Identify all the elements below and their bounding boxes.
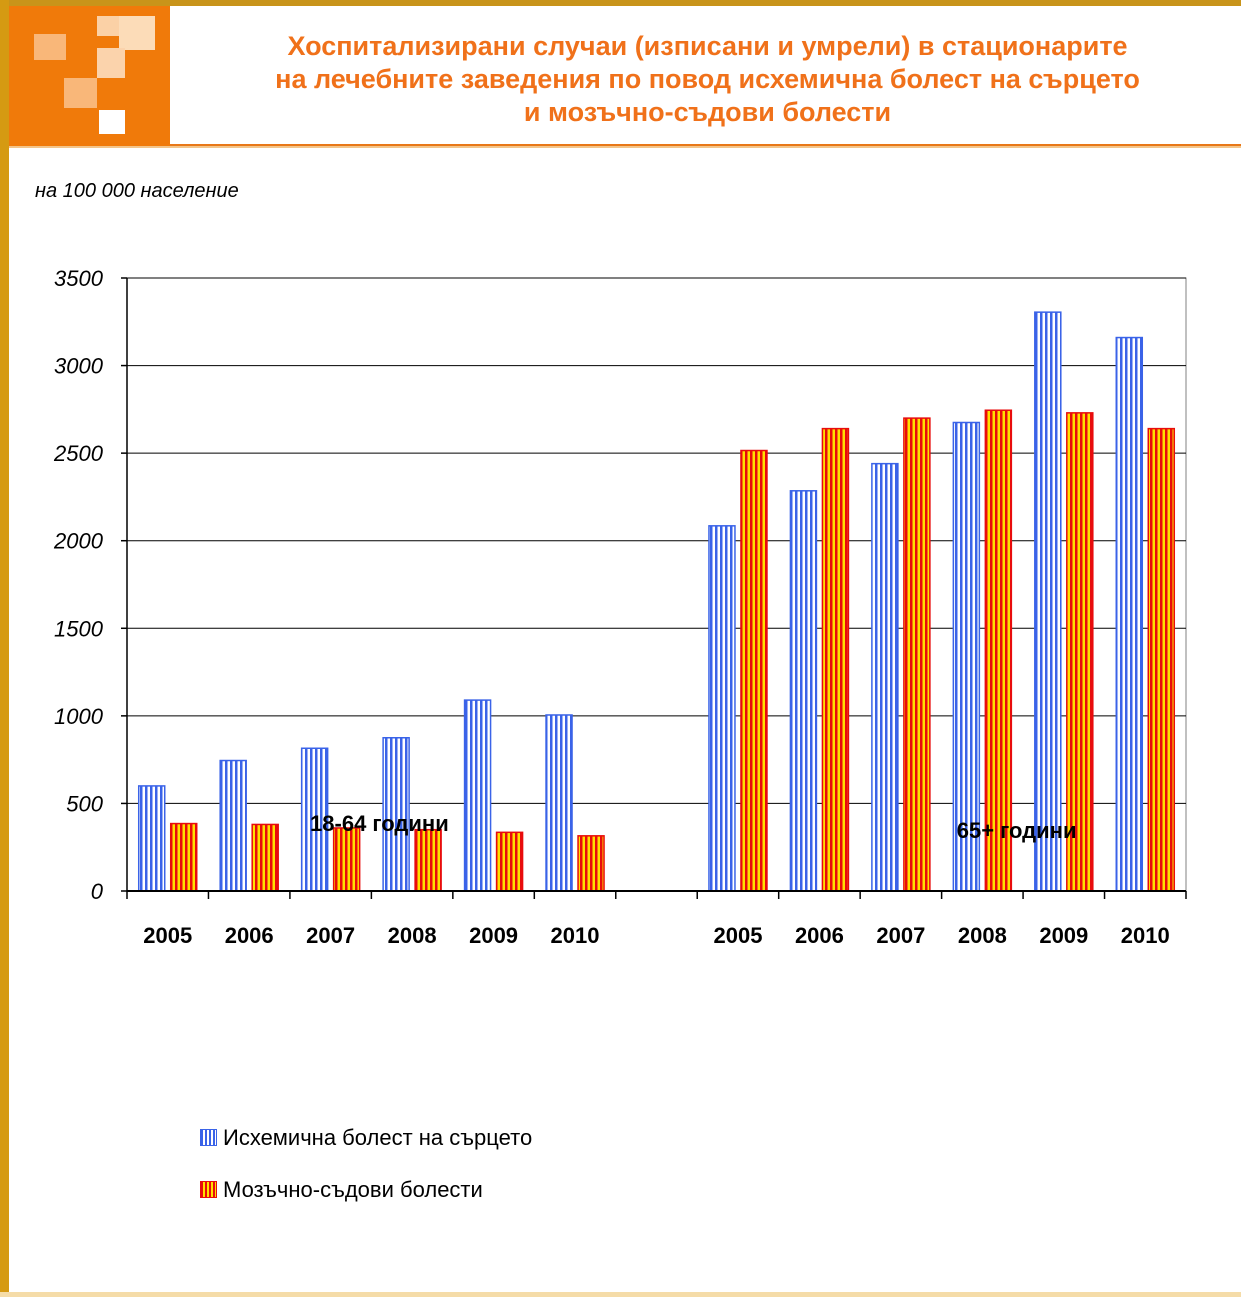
bar-cerebrovascular bbox=[577, 835, 605, 892]
bar-cerebrovascular bbox=[495, 831, 524, 892]
group-label: 65+ години bbox=[957, 818, 1077, 843]
group-label: 18-64 години bbox=[310, 811, 449, 836]
title-line: на лечебните заведения по повод исхемичн… bbox=[275, 64, 1140, 94]
x-tick-label: 2006 bbox=[225, 923, 274, 948]
frame-bottom-border bbox=[0, 1292, 1241, 1297]
x-tick-label: 2005 bbox=[713, 923, 762, 948]
legend-swatch-red bbox=[200, 1180, 217, 1198]
y-tick-label: 3500 bbox=[54, 266, 104, 291]
bar-ischemic bbox=[789, 490, 818, 892]
legend-label: Исхемична болест на сърцето bbox=[223, 1125, 533, 1150]
legend-label: Мозъчно-съдови болести bbox=[223, 1177, 483, 1202]
bar-cerebrovascular bbox=[414, 828, 442, 892]
x-tick-label: 2006 bbox=[795, 923, 844, 948]
bar-ischemic bbox=[300, 747, 329, 892]
y-tick-label: 1500 bbox=[54, 616, 104, 641]
bar-cerebrovascular bbox=[903, 417, 931, 892]
bar-cerebrovascular bbox=[821, 427, 850, 892]
bar-ischemic bbox=[137, 785, 166, 892]
title-rule-secondary bbox=[9, 146, 1241, 148]
x-tick-label: 2009 bbox=[469, 923, 518, 948]
title-line: и мозъчно-съдови болести bbox=[523, 97, 892, 127]
title-line: Хоспитализирани случаи (изписани и умрел… bbox=[287, 31, 1128, 61]
logo-square bbox=[99, 110, 125, 134]
bar-ischemic bbox=[952, 421, 981, 892]
logo-square bbox=[119, 16, 155, 50]
x-tick-label: 2007 bbox=[306, 923, 355, 948]
logo-square bbox=[34, 34, 66, 60]
legend-swatch-blue bbox=[200, 1128, 217, 1146]
page-title: Хоспитализирани случаи (изписани и умрел… bbox=[185, 30, 1230, 129]
logo-square bbox=[97, 16, 119, 36]
x-tick-label: 2008 bbox=[388, 923, 437, 948]
x-tick-label: 2007 bbox=[876, 923, 925, 948]
bar-cerebrovascular bbox=[740, 449, 768, 892]
bar-ischemic bbox=[1115, 336, 1144, 892]
legend-item: Мозъчно-съдови болести bbox=[200, 1177, 483, 1203]
logo-square bbox=[97, 48, 125, 78]
y-tick-label: 0 bbox=[91, 879, 104, 904]
bar-ischemic bbox=[871, 462, 899, 892]
bar-cerebrovascular bbox=[169, 822, 198, 892]
y-tick-label: 500 bbox=[66, 791, 103, 816]
x-tick-label: 2009 bbox=[1039, 923, 1088, 948]
legend-item: Исхемична болест на сърцето bbox=[200, 1125, 532, 1151]
logo-square bbox=[64, 78, 97, 108]
bar-cerebrovascular bbox=[332, 827, 361, 892]
bar-ischemic bbox=[1034, 311, 1062, 892]
y-unit-label: на 100 000 население bbox=[35, 180, 239, 202]
logo bbox=[9, 6, 170, 146]
y-tick-label: 2500 bbox=[53, 441, 104, 466]
frame-left-border bbox=[0, 0, 9, 1297]
bar-ischemic bbox=[219, 759, 247, 892]
bar-ischemic bbox=[382, 737, 410, 892]
x-tick-label: 2010 bbox=[551, 923, 600, 948]
plot-area bbox=[126, 277, 1187, 892]
bar-ischemic bbox=[545, 714, 573, 892]
bar-cerebrovascular bbox=[1066, 412, 1094, 892]
x-tick-label: 2010 bbox=[1121, 923, 1170, 948]
y-tick-label: 3000 bbox=[54, 354, 104, 379]
frame-top-border bbox=[0, 0, 1241, 6]
title-rule bbox=[170, 144, 1241, 146]
x-tick-label: 2008 bbox=[958, 923, 1007, 948]
bar-ischemic bbox=[708, 525, 736, 892]
bar-cerebrovascular bbox=[1147, 427, 1176, 892]
y-tick-label: 2000 bbox=[53, 529, 104, 554]
x-tick-label: 2005 bbox=[143, 923, 192, 948]
bar-cerebrovascular bbox=[251, 823, 279, 892]
bar-ischemic bbox=[463, 699, 492, 892]
y-tick-label: 1000 bbox=[54, 704, 104, 729]
